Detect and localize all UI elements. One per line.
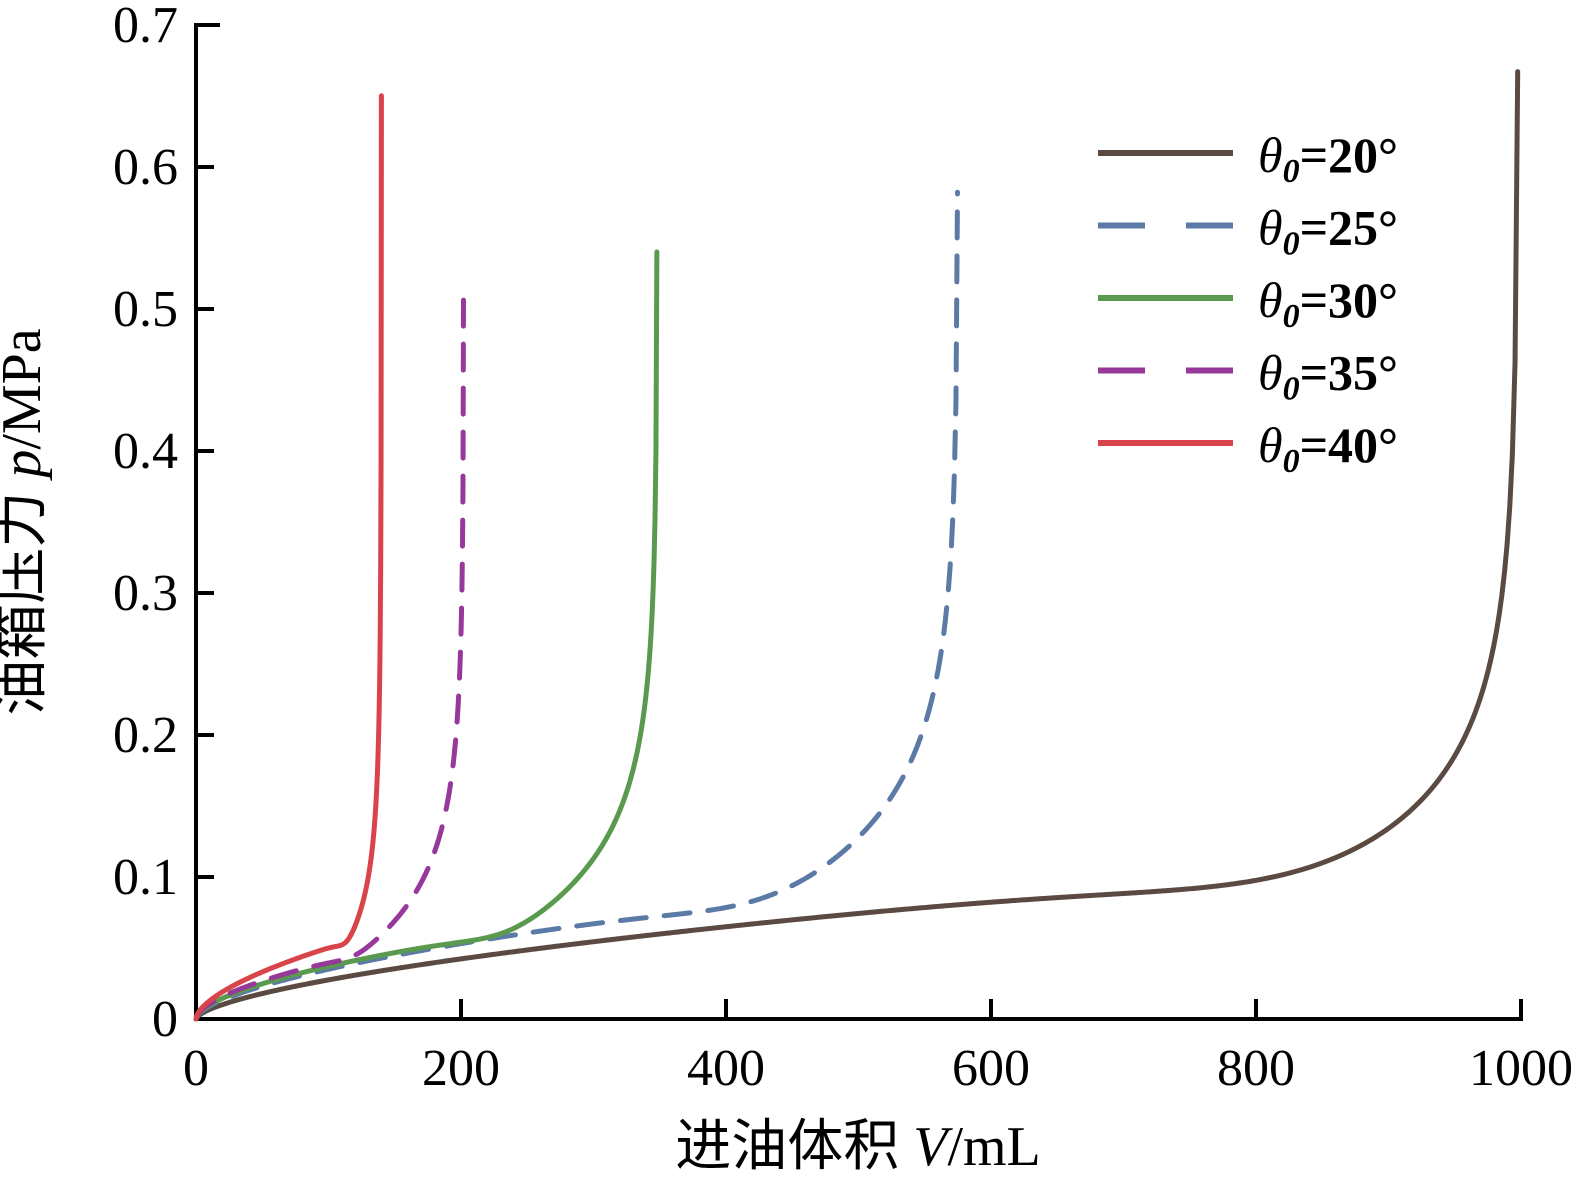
- svg-text:θ0=25°: θ0=25°: [1258, 200, 1398, 263]
- svg-text:400: 400: [687, 1040, 765, 1097]
- svg-text:θ0=20°: θ0=20°: [1258, 127, 1398, 190]
- svg-text:600: 600: [952, 1040, 1030, 1097]
- svg-text:θ0=40°: θ0=40°: [1258, 417, 1398, 480]
- svg-text:0.2: 0.2: [113, 707, 178, 764]
- svg-text:θ0=30°: θ0=30°: [1258, 272, 1398, 335]
- svg-text:800: 800: [1217, 1040, 1295, 1097]
- svg-text:0.1: 0.1: [113, 849, 178, 906]
- svg-text:0: 0: [152, 991, 178, 1048]
- svg-text:0.5: 0.5: [113, 281, 178, 338]
- svg-text:0: 0: [183, 1040, 209, 1097]
- svg-text:0.3: 0.3: [113, 565, 178, 622]
- svg-text:油箱压力 p/MPa: 油箱压力 p/MPa: [0, 328, 53, 715]
- svg-text:1000: 1000: [1469, 1040, 1573, 1097]
- svg-text:200: 200: [422, 1040, 500, 1097]
- svg-text:0.4: 0.4: [113, 423, 178, 480]
- svg-text:0.6: 0.6: [113, 139, 178, 196]
- svg-text:θ0=35°: θ0=35°: [1258, 345, 1398, 408]
- svg-text:0.7: 0.7: [113, 0, 178, 54]
- svg-text:进油体积 V/mL: 进油体积 V/mL: [675, 1116, 1041, 1178]
